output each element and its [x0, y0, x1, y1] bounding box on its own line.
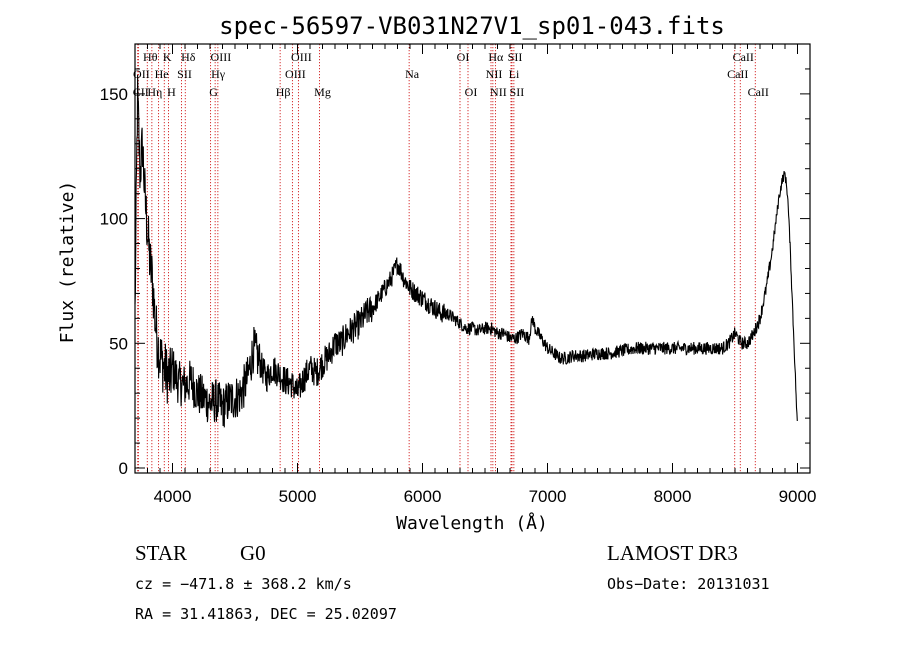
spectral-subclass: G0 [240, 541, 266, 565]
y-tick-label: 50 [109, 334, 128, 353]
y-tick-label: 0 [119, 459, 128, 478]
x-tick-label: 9000 [779, 487, 817, 506]
x-tick-label: 7000 [529, 487, 567, 506]
line-label: K [163, 50, 172, 64]
line-label: Hα [488, 50, 504, 64]
line-label: OI [465, 85, 478, 99]
line-label: CII [133, 85, 149, 99]
line-label: Mg [314, 85, 331, 99]
x-tick-label: 5000 [279, 487, 317, 506]
sky-coordinates: RA = 31.41863, DEC = 25.02097 [135, 605, 397, 623]
line-label: OIII [285, 67, 306, 81]
x-axis-ticks: 4000 5000 6000 7000 8000 9000 [134, 44, 817, 506]
x-axis-label: Wavelength (Å) [396, 512, 548, 534]
line-label: CaII [727, 67, 748, 81]
x-tick-label: 8000 [654, 487, 692, 506]
line-label: Hγ [211, 67, 226, 81]
line-label: OI [457, 50, 470, 64]
x-tick-label: 6000 [404, 487, 442, 506]
line-label: NII [490, 85, 507, 99]
emission-line-markers [137, 44, 756, 473]
line-label: He [155, 67, 169, 81]
x-tick-label: 4000 [154, 487, 192, 506]
line-label: Hβ [276, 85, 291, 99]
spectrum-line [134, 74, 798, 428]
line-label: Hη [147, 85, 162, 99]
line-label: SII [508, 50, 523, 64]
line-label: Li [509, 67, 520, 81]
line-label: OIII [211, 50, 232, 64]
observation-date: Obs−Date: 20131031 [607, 575, 770, 593]
y-tick-label: 100 [100, 210, 128, 229]
object-class: STAR [135, 541, 187, 565]
line-label: Na [405, 67, 420, 81]
line-label: Hθ [143, 50, 158, 64]
chart-title: spec-56597-VB031N27V1_sp01-043.fits [219, 12, 725, 40]
line-label: Hδ [181, 50, 196, 64]
redshift-velocity: cz = −471.8 ± 368.2 km/s [135, 575, 352, 593]
y-tick-label: 150 [100, 85, 128, 104]
survey-name: LAMOST DR3 [607, 541, 738, 565]
line-label: NII [486, 67, 503, 81]
line-label: CaII [733, 50, 754, 64]
line-label: SII [177, 67, 192, 81]
line-label: OIII [291, 50, 312, 64]
line-label: CaII [748, 85, 769, 99]
line-label: G [209, 85, 218, 99]
line-label: H [167, 85, 176, 99]
y-axis-label: Flux (relative) [57, 181, 78, 344]
y-axis-ticks: 0 50 100 150 [100, 43, 810, 478]
line-label: SII [510, 85, 525, 99]
